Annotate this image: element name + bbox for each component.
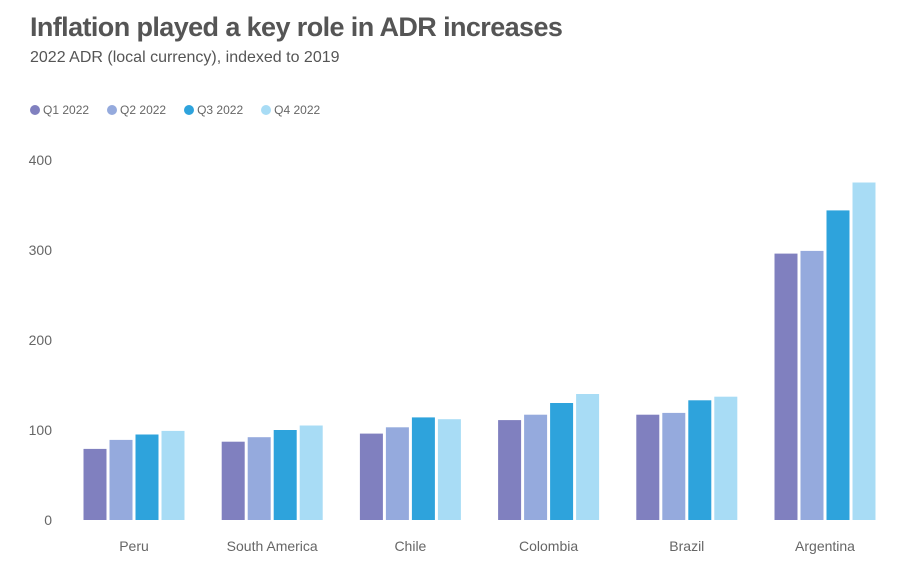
- bar: [411, 417, 435, 520]
- x-tick-label: South America: [227, 538, 318, 554]
- legend-item-q3: Q3 2022: [184, 103, 243, 117]
- legend-swatch-q1: [30, 105, 40, 115]
- y-tick-label: 200: [29, 332, 53, 348]
- bar: [714, 396, 738, 520]
- legend-item-q1: Q1 2022: [30, 103, 89, 117]
- legend-label-q4: Q4 2022: [274, 103, 321, 117]
- bar: [498, 420, 522, 520]
- bar: [247, 437, 271, 520]
- bar: [83, 448, 107, 520]
- x-tick-label: Chile: [394, 538, 426, 554]
- y-tick-label: 100: [29, 422, 53, 438]
- legend-label-q1: Q1 2022: [43, 103, 90, 117]
- bar: [774, 253, 798, 520]
- y-tick-label: 300: [29, 242, 53, 258]
- chart-legend: Q1 2022 Q2 2022 Q3 2022 Q4 2022: [30, 103, 338, 117]
- x-tick-label: Colombia: [519, 538, 578, 554]
- legend-swatch-q3: [184, 105, 195, 115]
- bar: [221, 441, 245, 520]
- legend-item-q4: Q4 2022: [261, 103, 320, 117]
- bar: [636, 414, 660, 520]
- bar: [385, 427, 409, 520]
- chart-title: Inflation played a key role in ADR incre…: [30, 12, 563, 42]
- legend-swatch-q2: [107, 105, 118, 115]
- bar: [852, 182, 876, 520]
- bar: [688, 400, 712, 520]
- x-tick-label: Argentina: [795, 538, 855, 554]
- bar: [359, 433, 383, 520]
- bar: [576, 394, 600, 520]
- x-tick-label: Peru: [119, 538, 149, 554]
- y-tick-label: 400: [29, 152, 53, 168]
- bar: [109, 439, 133, 520]
- bar: [662, 412, 686, 520]
- bar: [437, 419, 461, 520]
- bar: [524, 414, 548, 520]
- bar: [273, 430, 297, 520]
- x-tick-label: Brazil: [669, 538, 704, 554]
- legend-swatch-q4: [261, 105, 272, 115]
- legend-label-q3: Q3 2022: [197, 103, 244, 117]
- bar: [550, 403, 574, 520]
- bar: [826, 210, 850, 520]
- legend-label-q2: Q2 2022: [120, 103, 167, 117]
- bar: [135, 434, 159, 520]
- chart-subtitle: 2022 ADR (local currency), indexed to 20…: [30, 49, 340, 66]
- y-tick-label: 0: [44, 512, 52, 528]
- legend-item-q2: Q2 2022: [107, 103, 166, 117]
- bar: [800, 250, 824, 520]
- bar: [299, 425, 323, 520]
- bar: [161, 430, 185, 520]
